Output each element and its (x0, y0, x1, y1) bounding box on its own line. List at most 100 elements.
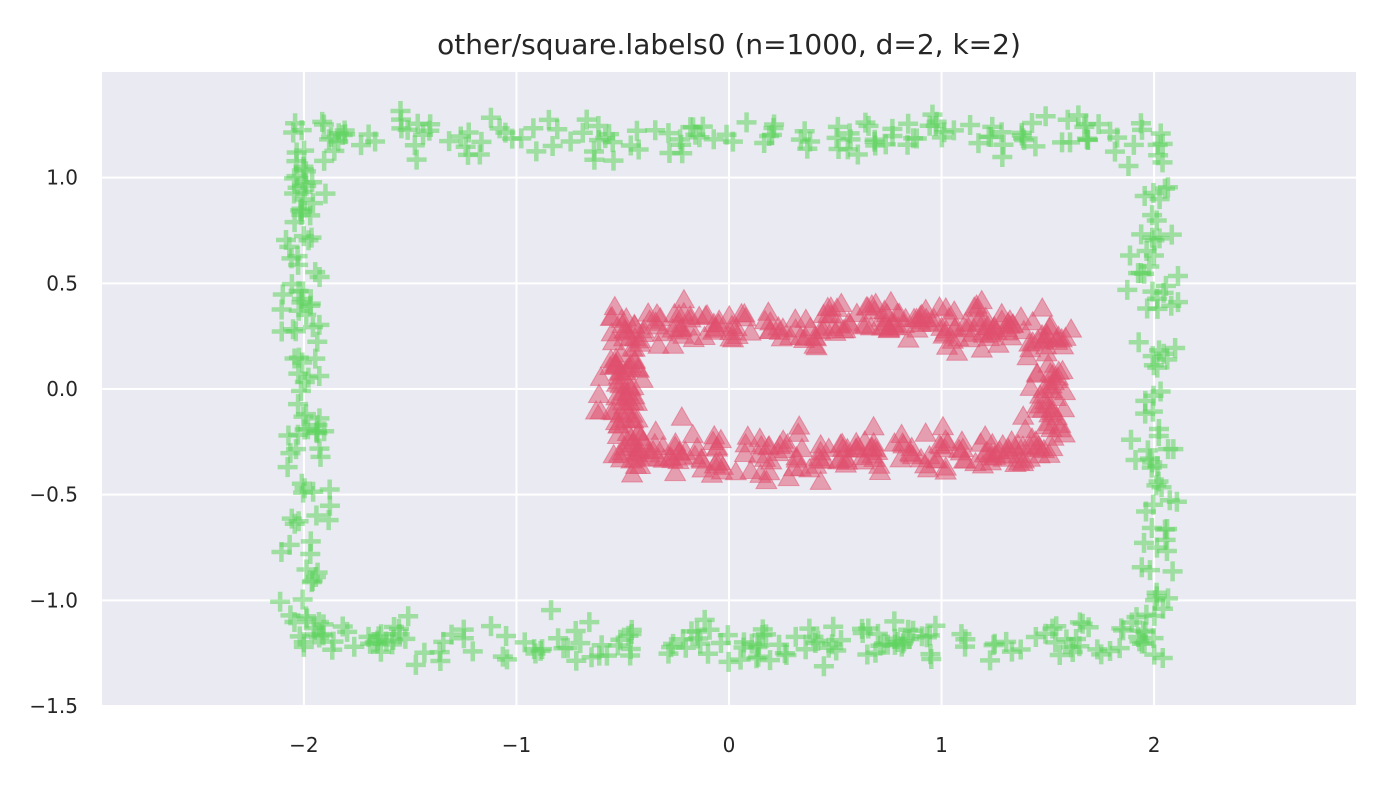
plus-marker (865, 642, 886, 663)
plus-marker (658, 123, 679, 144)
plus-marker (621, 624, 642, 645)
plus-marker (1069, 612, 1090, 633)
triangle-marker (856, 295, 879, 316)
plus-marker (785, 626, 806, 647)
plus-marker (1143, 494, 1164, 515)
triangle-marker (710, 459, 734, 480)
triangle-marker (1019, 376, 1042, 396)
triangle-marker (605, 372, 629, 392)
plus-marker (581, 647, 602, 668)
plus-marker (1066, 628, 1087, 649)
triangle-marker (804, 326, 828, 347)
plus-marker (763, 117, 784, 138)
triangle-marker (860, 436, 884, 457)
plus-marker (1148, 426, 1169, 447)
triangle-marker (584, 399, 608, 420)
triangle-marker (949, 440, 973, 461)
plus-marker (1025, 627, 1046, 648)
plus-marker (899, 629, 920, 650)
plus-marker (1120, 429, 1141, 450)
plus-marker (1113, 620, 1134, 641)
plus-marker (541, 600, 562, 621)
plus-marker (295, 404, 316, 425)
plus-marker (692, 116, 713, 137)
triangle-marker (1040, 397, 1064, 417)
plus-marker (951, 624, 972, 645)
plus-marker (822, 634, 843, 655)
plus-marker (626, 120, 647, 141)
plus-marker (955, 636, 976, 657)
plus-marker (309, 408, 330, 429)
plus-marker (960, 115, 981, 136)
y-axis-ticks: −1.5 −1.0 −0.5 0.0 0.5 1.0 (29, 166, 78, 718)
triangle-marker (709, 428, 733, 449)
plus-marker (570, 633, 591, 654)
plus-marker (722, 131, 743, 152)
plus-marker (1118, 156, 1139, 177)
plus-marker (658, 643, 679, 664)
plus-marker (344, 636, 365, 657)
plus-marker (865, 135, 886, 156)
plus-marker (1128, 263, 1149, 284)
plus-marker (320, 126, 341, 147)
plus-marker (272, 284, 293, 305)
triangle-marker (739, 320, 762, 341)
triangle-marker (606, 424, 630, 444)
plus-marker (882, 125, 903, 146)
y-tick-label: −0.5 (29, 483, 78, 507)
plus-marker (270, 591, 291, 612)
plus-marker (1123, 134, 1144, 155)
triangle-marker (666, 312, 689, 333)
triangle-marker (589, 366, 613, 386)
plus-marker (1154, 178, 1175, 199)
plus-marker (1152, 152, 1173, 173)
plus-marker (898, 113, 919, 134)
plus-marker (358, 626, 379, 647)
plus-marker (645, 120, 666, 141)
plus-marker (390, 100, 411, 121)
plus-marker (794, 121, 815, 142)
plus-marker (922, 104, 943, 125)
plus-marker (1100, 641, 1121, 662)
plus-marker (441, 624, 462, 645)
x-tick-label: −2 (289, 733, 318, 757)
plus-marker (572, 122, 593, 143)
triangle-marker (954, 311, 977, 332)
plus-marker (1167, 266, 1188, 287)
plus-marker (314, 150, 335, 171)
plus-marker (1049, 644, 1070, 665)
plus-marker (919, 115, 940, 136)
plus-marker (1131, 224, 1152, 245)
plus-marker (284, 183, 305, 204)
triangle-marker (600, 400, 623, 420)
plus-marker (397, 119, 418, 140)
plus-marker (628, 139, 649, 160)
plus-marker (1088, 114, 1109, 135)
plus-marker (1149, 340, 1170, 361)
plus-marker (405, 654, 426, 675)
triangle-marker (670, 406, 694, 426)
triangle-marker (609, 360, 632, 380)
triangle-marker (636, 302, 660, 322)
plus-marker (579, 612, 600, 633)
y-tick-label: −1.0 (29, 588, 78, 612)
plus-marker (309, 627, 330, 648)
triangle-marker (977, 326, 1001, 347)
plus-marker (855, 112, 876, 133)
plus-marker (300, 544, 321, 565)
triangle-marker (619, 376, 642, 397)
plus-marker (1143, 385, 1164, 406)
plus-marker (313, 614, 334, 635)
plus-marker (694, 609, 715, 630)
triangle-marker (717, 304, 741, 325)
plus-marker (280, 443, 301, 464)
plus-marker (808, 630, 829, 651)
plus-marker (1001, 641, 1022, 662)
plus-marker (302, 317, 323, 338)
x-tick-label: 1 (935, 733, 948, 757)
y-tick-label: −1.5 (29, 694, 78, 718)
plus-marker (1146, 537, 1167, 558)
x-axis-ticks: −2 −1 0 1 2 (289, 733, 1160, 757)
plus-marker (322, 639, 343, 660)
triangle-marker (734, 432, 757, 453)
